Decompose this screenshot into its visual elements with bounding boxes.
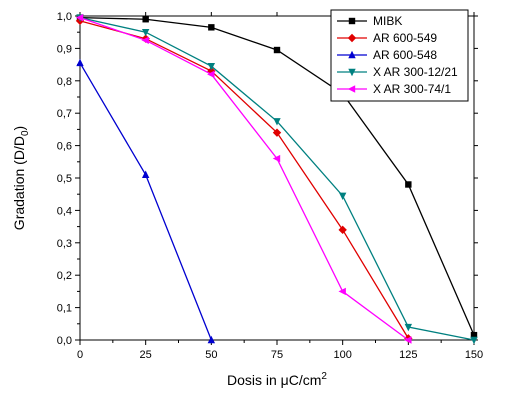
data-point [404, 336, 412, 344]
y-tick-label: 0,7 [57, 108, 72, 120]
axis-ticks: 0 25 50 75 100 125 150 0,0 0,1 0,2 0,3 0,4 0,5 0,6 0,7… [57, 11, 483, 361]
series-3 [76, 58, 216, 344]
legend: MIBK AR 600-549 AR 600-548 X AR 300-12/21 X … [330, 9, 469, 102]
data-point [207, 335, 216, 344]
x-tick-label: 25 [140, 349, 152, 361]
x-tick-label: 50 [205, 349, 217, 361]
legend-marker [348, 17, 356, 25]
y-tick-label: 0,0 [57, 335, 72, 347]
legend-entry: MIBK [373, 14, 402, 28]
x-tick-label: 100 [333, 349, 351, 361]
y-tick-label: 1,0 [57, 11, 72, 23]
x-tick-label: 150 [465, 349, 483, 361]
y-axis-title: Gradation (D/D0) [11, 126, 31, 230]
legend-entry: AR 600-549 [373, 31, 437, 45]
x-tick-label: 125 [399, 349, 417, 361]
data-point [273, 46, 281, 54]
series-line [79, 62, 212, 341]
legend-marker [347, 33, 357, 43]
series-line [79, 20, 409, 339]
data-point [75, 13, 84, 22]
x-tick-label: 0 [77, 349, 83, 361]
data-point [208, 24, 215, 31]
data-point [273, 118, 281, 126]
data-point [141, 170, 150, 178]
series-5 [75, 13, 412, 344]
y-tick-label: 0,1 [57, 303, 72, 315]
series-group [75, 13, 478, 345]
y-tick-label: 0,2 [57, 270, 72, 282]
data-point [338, 192, 347, 201]
x-tick-label: 75 [271, 349, 283, 361]
legend-marker [347, 85, 356, 93]
data-point [141, 36, 149, 44]
data-point [404, 323, 413, 332]
data-point [470, 331, 478, 339]
legend-entry: X AR 300-74/1 [373, 82, 451, 96]
y-tick-label: 0,5 [57, 173, 72, 185]
data-point [338, 287, 346, 296]
x-axis-title: Dosis in μC/cm2 [227, 371, 327, 388]
data-point [76, 58, 84, 67]
data-point [207, 70, 215, 79]
data-point [272, 154, 281, 163]
data-point [405, 181, 412, 188]
legend-entry: AR 600-548 [373, 48, 437, 62]
data-point [470, 336, 478, 345]
y-tick-label: 0,3 [57, 238, 72, 250]
legend-marker [348, 68, 356, 77]
data-point [142, 16, 149, 23]
data-point [272, 128, 282, 137]
legend-entry: X AR 300-12/21 [373, 65, 458, 79]
data-point [338, 225, 347, 235]
series-line [79, 17, 409, 341]
data-point [141, 29, 150, 37]
y-tick-label: 0,6 [57, 141, 72, 153]
legend-marker [348, 50, 356, 59]
y-tick-label: 0,8 [57, 76, 72, 88]
y-tick-label: 0,9 [57, 43, 72, 55]
y-tick-label: 0,4 [57, 205, 72, 217]
data-point [207, 63, 216, 71]
